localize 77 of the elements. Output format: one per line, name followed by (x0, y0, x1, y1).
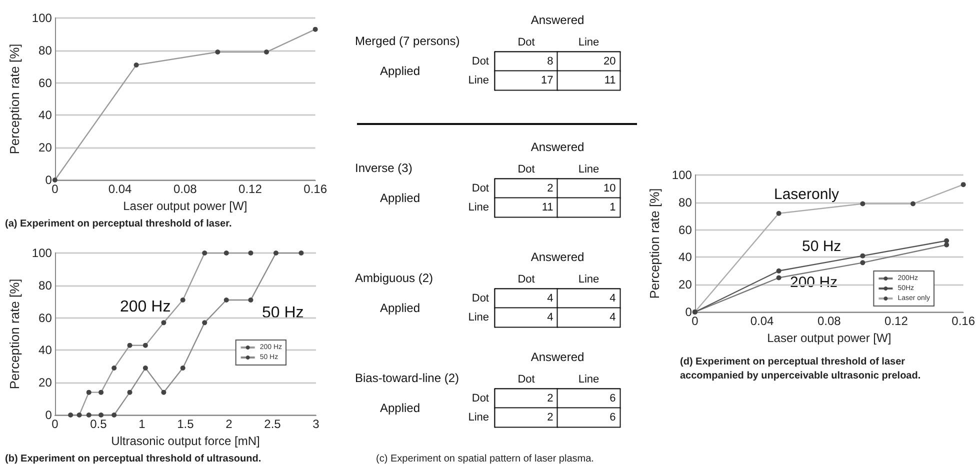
y-tick-label: 60 (38, 76, 52, 90)
data-label: 20 (604, 56, 616, 68)
y-tick-label: Line (468, 202, 489, 214)
x-tick-label: 0.12 (238, 182, 262, 196)
y-tick-label: Dot (472, 392, 489, 404)
x-tick-label: 1 (138, 417, 146, 431)
y-tick-label: Dot (472, 292, 489, 304)
annotation: 50 Hz (262, 304, 304, 322)
text: (c) Experiment on spatial pattern of laser plasma. (376, 454, 594, 464)
y-tick-label: Dot (472, 56, 489, 68)
y-tick-label: 100 (672, 168, 692, 182)
chart-title: Merged (7 persons) (355, 34, 460, 48)
data-label: 4 (610, 312, 616, 324)
y-tick-label: 60 (38, 310, 52, 325)
y-tick-label: 0 (45, 408, 52, 422)
data-label: 1 (610, 202, 616, 214)
text: (a) Experiment on perceptual threshold of laser. (5, 218, 232, 230)
y-tick-label: 80 (678, 195, 692, 210)
x-tick-label: 1.5 (177, 417, 194, 431)
x-tick-label: 2 (226, 417, 233, 431)
y-tick-label: 100 (32, 246, 52, 260)
y-axis-title: Applied (380, 64, 420, 78)
y-axis-title: Perception rate [%] (7, 44, 22, 154)
y-tick-label: 40 (678, 250, 692, 264)
data-label: 4 (547, 312, 554, 324)
chart-title: Bias-toward-line (2) (355, 371, 460, 385)
x-tick-label: 0.04 (750, 314, 774, 328)
data-label: 6 (610, 412, 616, 424)
data-label: 8 (547, 56, 554, 68)
x-axis-title: Ultrasonic output force [mN] (111, 434, 260, 448)
x-tick-label: 3 (312, 417, 320, 431)
text: Ambiguous (2) (355, 271, 434, 285)
x-axis-title: Answered (530, 350, 584, 364)
data-label: 11 (604, 74, 616, 86)
y-axis-title: Perception rate [%] (7, 278, 22, 390)
x-tick-label: 0.08 (817, 314, 842, 328)
annotation: Laseronly (774, 186, 840, 203)
data-label: 17 (541, 74, 554, 86)
y-tick-label: 20 (38, 140, 52, 155)
y-axis-title: Perception rate [%] (647, 188, 662, 299)
y-tick-label: 40 (38, 108, 52, 122)
annotation: 50 Hz (802, 238, 842, 255)
x-axis-title: Answered (530, 13, 584, 27)
text: Inverse (3) (355, 161, 412, 175)
y-tick-label: 0 (45, 173, 52, 187)
y-tick-label: 60 (678, 222, 692, 237)
x-tick-label: 2.5 (264, 417, 282, 431)
y-tick-label: 20 (38, 376, 52, 390)
y-tick-label: 80 (38, 43, 52, 58)
x-tick-label: 0.16 (952, 314, 976, 328)
data-label: 10 (604, 182, 616, 194)
x-axis-title: Laser output power [W] (767, 330, 892, 345)
y-tick-label: Line (468, 74, 489, 86)
y-tick-label: 20 (678, 278, 692, 292)
y-axis-title: Applied (380, 301, 420, 315)
y-tick-label: 80 (38, 278, 52, 292)
y-axis-title: Applied (380, 191, 420, 205)
text: (d) Experiment on perceptual threshold of laser accompanied by unperceivable ultrasonic preload. (680, 356, 921, 382)
y-axis-title: Applied (380, 401, 420, 415)
x-axis-title: Laser output power [W] (123, 198, 248, 213)
x-tick-label: 0.5 (90, 417, 108, 431)
text: (b) Experiment on perceptual threshold of ultrasound. (5, 454, 262, 464)
x-tick-label: 0.12 (884, 314, 908, 328)
y-tick-label: 40 (38, 343, 52, 358)
data-label: 6 (610, 392, 616, 404)
x-axis-title: Answered (530, 250, 584, 264)
x-tick-label: 0.08 (173, 182, 198, 196)
annotation: 200 Hz (120, 298, 171, 316)
data-label: 2 (547, 392, 554, 404)
y-tick-label: 0 (685, 305, 692, 319)
data-label: 11 (542, 202, 554, 214)
data-label: 4 (547, 292, 554, 304)
x-tick-label: 0.04 (108, 182, 132, 196)
y-tick-label: 100 (32, 11, 52, 25)
x-axis-title: Answered (530, 140, 584, 154)
data-label: 4 (610, 292, 616, 304)
x-tick-label: 0.16 (304, 182, 328, 196)
